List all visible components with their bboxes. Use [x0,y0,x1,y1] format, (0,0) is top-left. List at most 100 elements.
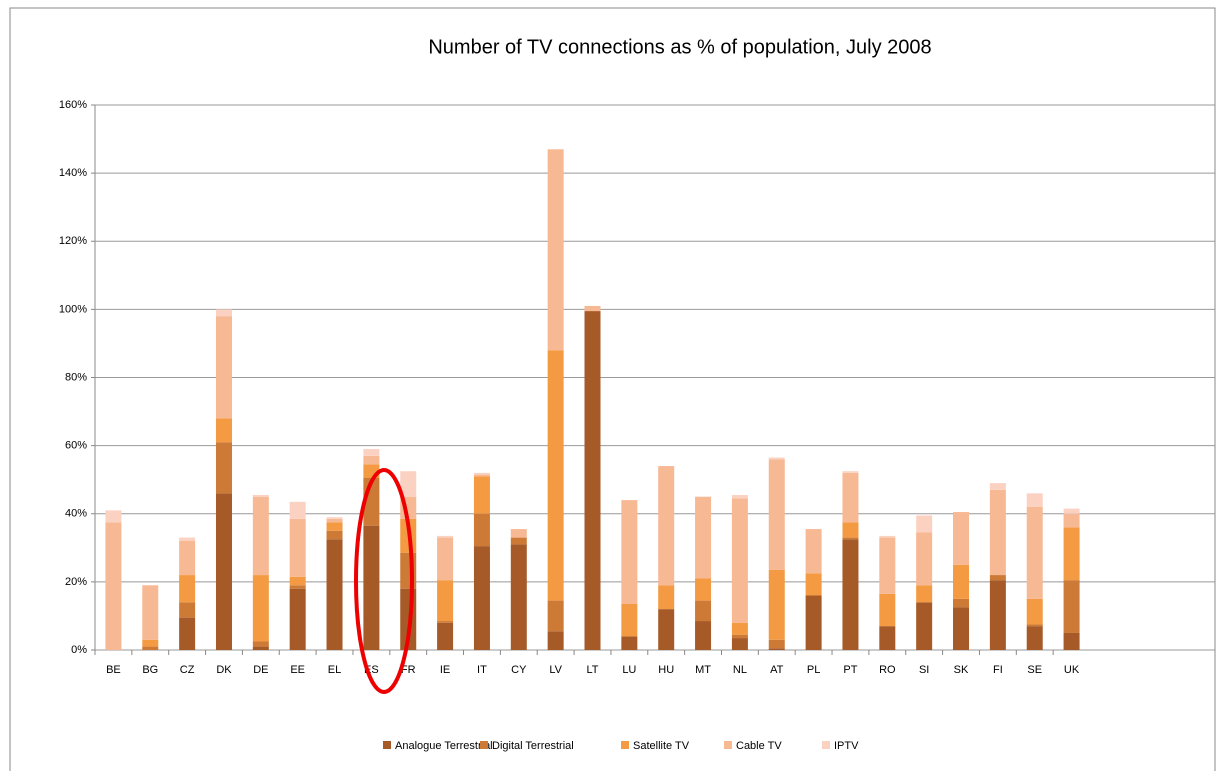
bar-segment [179,617,196,650]
bar-segment [215,442,232,494]
bar-segment [510,537,527,545]
bar-segment [805,573,822,596]
bar-segment [326,522,343,531]
x-tick-label: SI [919,664,929,676]
x-tick-label: IE [440,664,450,676]
bar-segment [584,311,601,650]
bar-segment [1026,624,1043,627]
bar-segment [805,595,822,650]
bar-segment [842,471,859,473]
x-tick-label: UK [1064,664,1080,676]
bar-segment [179,575,196,603]
y-tick-label: 140% [59,167,87,179]
x-tick-label: SK [954,664,969,676]
x-tick-label: AT [770,664,784,676]
bar-segment [437,537,454,581]
bar-segment [953,598,970,608]
x-tick-label: LT [586,664,598,676]
x-tick-label: NL [733,664,747,676]
bar-segment [510,529,527,538]
legend-swatch [822,741,830,749]
bar-segment [621,500,638,605]
bar-segment [215,418,232,443]
bar-segment [1026,626,1043,650]
bar-segment [142,646,159,650]
legend-label: Satellite TV [633,740,690,752]
bar-segment [215,493,232,650]
bar-segment [842,522,859,538]
bar-segment [289,585,306,589]
x-tick-label: CZ [180,664,195,676]
bar-segment [326,517,343,519]
legend-label: Digital Terrestrial [492,740,574,752]
bar-segment [473,474,490,477]
legend-swatch [480,741,488,749]
bar-segment [768,457,785,460]
bar-segment [437,621,454,623]
chart-border [9,7,1216,771]
bar-segment [215,309,232,317]
x-tick-label: EE [290,664,305,676]
x-tick-label: EL [328,664,341,676]
bar-segment [731,495,748,499]
bar-segment [768,569,785,640]
bar-segment [289,518,306,577]
bar-segment [142,585,159,640]
bar-segment [1063,632,1080,650]
bar-segment [510,544,527,650]
y-tick-label: 120% [59,235,87,247]
bar-segment [731,634,748,639]
bar-segment [289,588,306,650]
y-tick-label: 80% [65,371,87,383]
bar-segment [584,305,601,312]
bar-segment [842,539,859,650]
plot: 0% 20% 40% 60% 80% 100% 120% 140% 160% BE BG CZ DK DE… [59,99,1215,752]
bar-segment [252,496,269,576]
bar-segment [179,541,196,576]
bar-segment [768,459,785,570]
highlight-ellipse [354,468,414,694]
bar-segment [989,580,1006,650]
bar-segment [179,537,196,541]
bar-segment [695,496,712,579]
x-tick-label: BG [142,664,158,676]
bar-segment [805,529,822,574]
bar-segment [989,489,1006,576]
bar-segment [473,546,490,650]
x-tick-label: PL [807,664,820,676]
bar-segment [989,483,1006,490]
bar-segment [547,600,564,632]
x-tick-label: FR [401,664,416,676]
bar-segment [695,578,712,601]
x-tick-label: PT [843,664,857,676]
legend-label: Analogue Terrestrial [395,740,493,752]
x-tick-label: FI [993,664,1003,676]
bar-segment [142,639,159,647]
bar-segment [953,607,970,650]
bar-segment [252,641,269,647]
y-tick-label: 20% [65,576,87,588]
bar-segment [916,532,933,586]
bar-segment [916,515,933,533]
y-tick-label: 40% [65,508,87,520]
bar-segment [473,472,490,475]
bar-segment [105,522,122,650]
y-tick-label: 60% [65,440,87,452]
bar-segment [473,513,490,547]
bar-segment [400,471,417,497]
bar-segment [215,316,232,419]
bar-segment [437,622,454,650]
legend-swatch [621,741,629,749]
bar-segment [842,472,859,523]
bar-segment [252,495,269,497]
bar-segment [768,648,785,650]
bar-segment [953,512,970,565]
bar-segment [1063,513,1080,528]
bar-segment [1063,527,1080,581]
y-tick-label: 100% [59,303,87,315]
legend-swatch [724,741,732,749]
bar-segment [658,585,675,610]
bar-segment [1026,493,1043,507]
bar-segment [658,609,675,650]
